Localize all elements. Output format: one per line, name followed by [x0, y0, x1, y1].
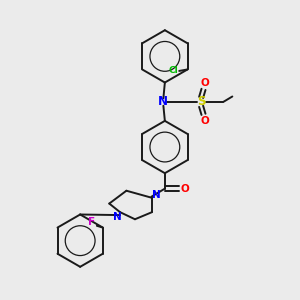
Text: N: N: [158, 95, 168, 108]
Text: Cl: Cl: [168, 66, 178, 75]
Text: O: O: [200, 78, 209, 88]
Text: F: F: [88, 217, 95, 227]
Text: N: N: [152, 190, 161, 200]
Text: S: S: [197, 95, 206, 108]
Text: N: N: [113, 212, 122, 223]
Text: O: O: [181, 184, 189, 194]
Text: O: O: [200, 116, 209, 126]
